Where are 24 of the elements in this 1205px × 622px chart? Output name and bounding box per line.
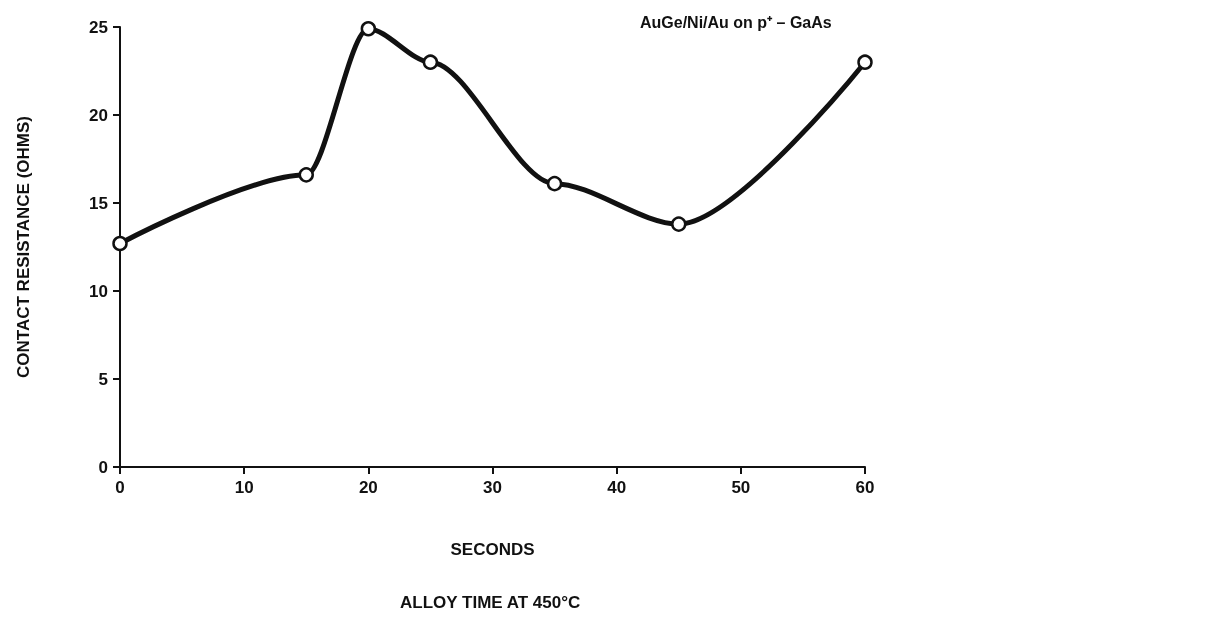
point — [546, 175, 563, 192]
annotation: AuGe/Ni/Au on p⁺ – GaAs — [640, 13, 832, 31]
point — [298, 167, 314, 183]
x-tick-label: 40 — [607, 478, 627, 497]
x-tick-label: 0 — [115, 478, 125, 497]
text: ALLOY TIME AT 450°C — [400, 593, 581, 612]
x-tick-label: 10 — [234, 478, 254, 497]
x-tick-label: 30 — [483, 478, 502, 497]
y-axis-title: CONTACT RESISTANCE (OHMS) — [14, 116, 33, 378]
x-tick-label: 50 — [731, 478, 751, 497]
y-tick-label: 10 — [89, 281, 108, 301]
point — [671, 216, 687, 232]
point — [422, 54, 439, 70]
x-axis-title: SECONDS — [450, 540, 535, 559]
point — [112, 235, 128, 252]
x-tick-label: 60 — [855, 478, 875, 497]
y-tick-label: 20 — [89, 105, 108, 125]
y-tick-label: 0 — [98, 457, 108, 477]
point — [360, 21, 377, 37]
x-tick-label: 20 — [358, 478, 378, 497]
y-tick-label: 25 — [89, 17, 108, 37]
y-tick-label: 5 — [98, 369, 108, 389]
y-tick-label: 15 — [89, 193, 108, 213]
point — [857, 54, 873, 70]
